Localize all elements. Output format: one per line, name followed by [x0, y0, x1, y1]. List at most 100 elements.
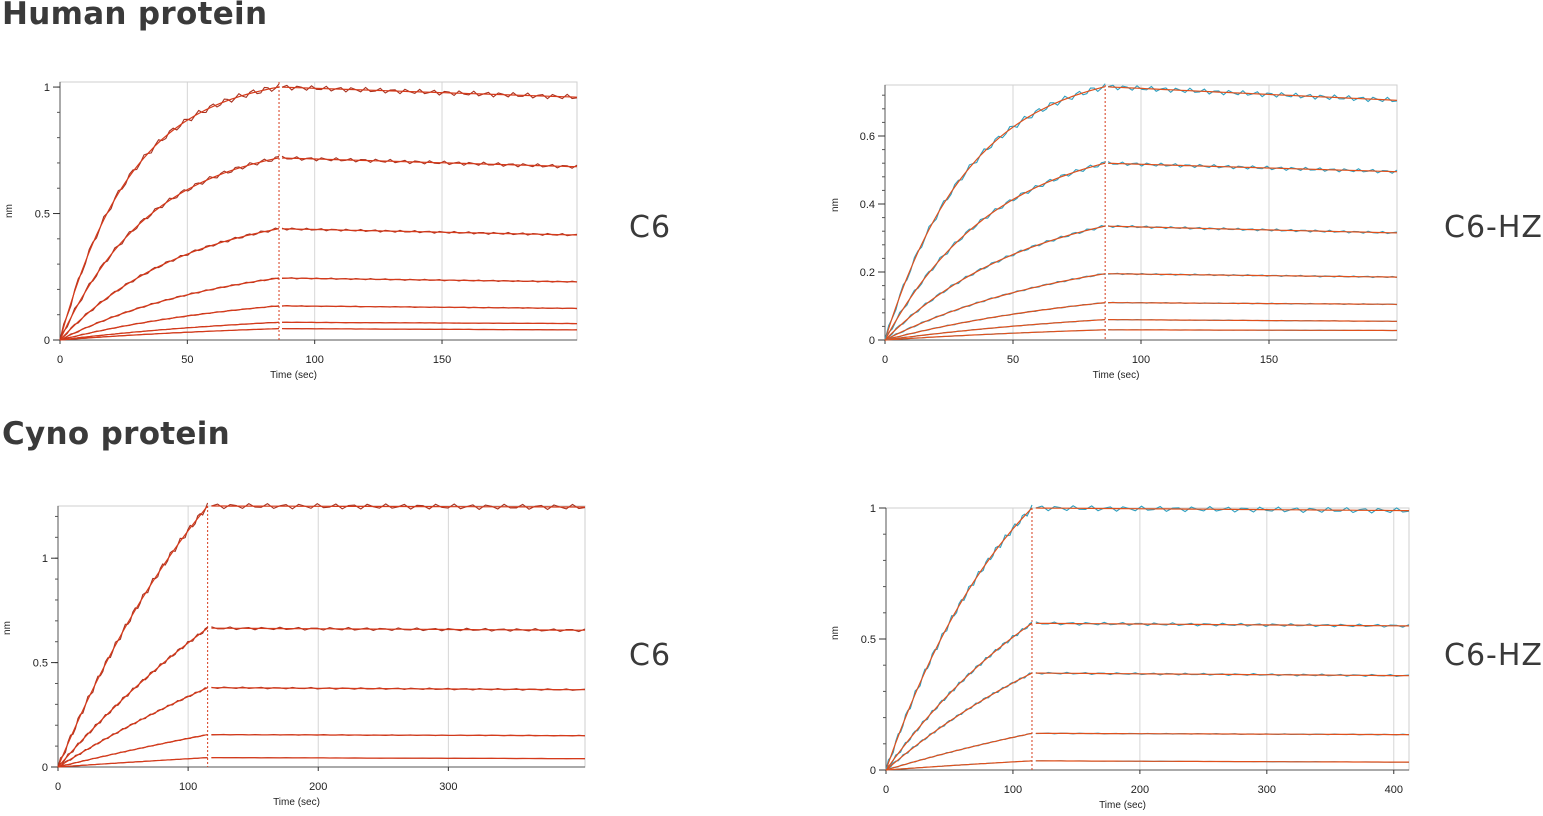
- sample-label-cyno-c6hz: C6-HZ: [1444, 638, 1543, 673]
- fit-curve-dissociation-1: [1035, 622, 1409, 627]
- data-trace-association-1: [884, 161, 1106, 339]
- y-axis-label: nm: [2, 621, 13, 635]
- y-tick-label: 1: [870, 503, 876, 515]
- fit-curve-dissociation-4: [1108, 302, 1397, 305]
- fit-curve-dissociation-3: [211, 734, 585, 737]
- fit-curve-dissociation-1: [1108, 162, 1398, 173]
- x-tick-label: 100: [1004, 784, 1022, 796]
- data-trace-association-4: [59, 305, 280, 341]
- y-tick-label: 0: [870, 765, 876, 777]
- fit-curve-dissociation-1: [281, 157, 578, 168]
- chart-human-c6hz: 0 0.2 0.4 0.6 0 50 100 150 Time (sec) nm: [830, 83, 1398, 381]
- y-axis-label: nm: [830, 198, 841, 212]
- x-tick-label: 200: [1131, 784, 1149, 796]
- x-tick-label: 200: [309, 781, 327, 793]
- fit-curve-association-1: [885, 622, 1033, 771]
- fit-curve-dissociation-0: [211, 505, 585, 508]
- x-tick-label: 50: [181, 354, 193, 366]
- fit-curve-dissociation-2: [281, 228, 578, 236]
- y-tick-label: 0.2: [860, 267, 875, 279]
- chart-cyno-c6: 0 0.5 1 0 100 200 300 Time (sec) nm: [2, 502, 586, 808]
- y-tick-label: 0: [42, 762, 48, 774]
- x-tick-label: 400: [1385, 784, 1403, 796]
- data-trace-association-2: [885, 672, 1033, 770]
- fit-curve-association-2: [59, 228, 280, 341]
- fit-curve-association-2: [57, 687, 208, 768]
- fit-curve-association-4: [885, 760, 1033, 771]
- y-axis-label: nm: [4, 204, 15, 218]
- x-tick-label: 0: [57, 354, 63, 366]
- data-trace-association-2: [57, 687, 208, 767]
- fit-curve-dissociation-0: [1108, 86, 1398, 101]
- y-axis-label: nm: [830, 626, 841, 640]
- data-trace-association-1: [59, 155, 280, 339]
- fit-curve-dissociation-4: [211, 757, 585, 760]
- fit-curve-association-5: [884, 319, 1106, 341]
- y-tick-label: 0.5: [861, 634, 876, 646]
- fit-curve-association-6: [884, 329, 1106, 341]
- fit-curve-association-3: [884, 273, 1106, 341]
- x-tick-label: 150: [1260, 354, 1278, 366]
- x-tick-label: 100: [179, 781, 197, 793]
- y-tick-label: 0: [44, 335, 50, 347]
- fit-curve-dissociation-0: [1035, 507, 1409, 512]
- x-axis-label: Time (sec): [1093, 370, 1140, 381]
- data-trace-association-0: [885, 504, 1033, 771]
- x-tick-label: 100: [306, 354, 324, 366]
- x-tick-label: 300: [1258, 784, 1276, 796]
- x-axis-label: Time (sec): [1099, 800, 1146, 811]
- fit-curve-dissociation-0: [281, 86, 578, 98]
- plot-frame: [885, 507, 1410, 771]
- x-tick-label: 50: [1007, 354, 1019, 366]
- fit-curve-dissociation-4: [282, 305, 578, 309]
- fit-curve-dissociation-6: [281, 328, 577, 331]
- data-trace-association-0: [884, 83, 1106, 341]
- y-tick-label: 0.5: [35, 209, 50, 221]
- fit-curve-dissociation-3: [1108, 273, 1398, 278]
- fit-curve-dissociation-2: [211, 687, 585, 691]
- fit-curve-association-2: [885, 672, 1033, 771]
- data-trace-association-0: [57, 502, 209, 768]
- fit-curve-association-1: [884, 162, 1106, 341]
- fit-curve-association-1: [59, 157, 280, 341]
- fit-curve-association-0: [59, 86, 280, 341]
- x-tick-label: 0: [882, 354, 888, 366]
- fit-curve-association-4: [884, 302, 1106, 341]
- fit-curve-dissociation-2: [1035, 672, 1410, 677]
- fit-curve-association-0: [57, 505, 209, 768]
- sample-label-human-c6hz: C6-HZ: [1444, 210, 1543, 245]
- y-tick-label: 0: [869, 335, 875, 347]
- y-tick-label: 0.6: [860, 131, 875, 143]
- x-axis-label: Time (sec): [273, 797, 320, 808]
- chart-cyno-c6hz: 0 0.5 1 0 100 200 300 400 Time (sec) nm: [830, 503, 1410, 811]
- chart-human-c6: 0 0.5 1 0 50 100 150 Time (sec) nm: [4, 81, 578, 381]
- fit-curve-association-3: [885, 732, 1033, 771]
- data-trace-association-5: [884, 319, 1106, 341]
- fit-curve-dissociation-5: [282, 321, 578, 325]
- fit-curve-association-2: [884, 225, 1106, 341]
- fit-curve-association-0: [885, 507, 1033, 771]
- plot-frame: [57, 505, 586, 768]
- x-tick-label: 150: [433, 354, 451, 366]
- fit-curve-dissociation-4: [1035, 760, 1409, 763]
- fit-curve-dissociation-6: [1108, 329, 1397, 332]
- data-trace-association-1: [57, 626, 208, 767]
- section-title-cyno: Cyno protein: [2, 416, 231, 452]
- sample-label-cyno-c6: C6: [629, 638, 672, 673]
- x-tick-label: 300: [439, 781, 457, 793]
- sample-label-human-c6: C6: [629, 210, 672, 245]
- fit-curve-association-3: [57, 734, 208, 768]
- plot-frame: [59, 81, 578, 341]
- x-tick-label: 0: [883, 784, 889, 796]
- fit-curve-association-6: [59, 328, 280, 341]
- x-tick-label: 100: [1132, 354, 1150, 366]
- fit-curve-association-1: [57, 627, 208, 768]
- y-tick-label: 0.4: [860, 199, 875, 211]
- x-tick-label: 0: [55, 781, 61, 793]
- fit-curve-dissociation-3: [282, 277, 577, 283]
- y-tick-label: 0.5: [33, 658, 48, 670]
- fit-curve-association-5: [59, 321, 280, 341]
- data-trace-association-0: [59, 83, 280, 341]
- fit-curve-association-0: [884, 86, 1106, 341]
